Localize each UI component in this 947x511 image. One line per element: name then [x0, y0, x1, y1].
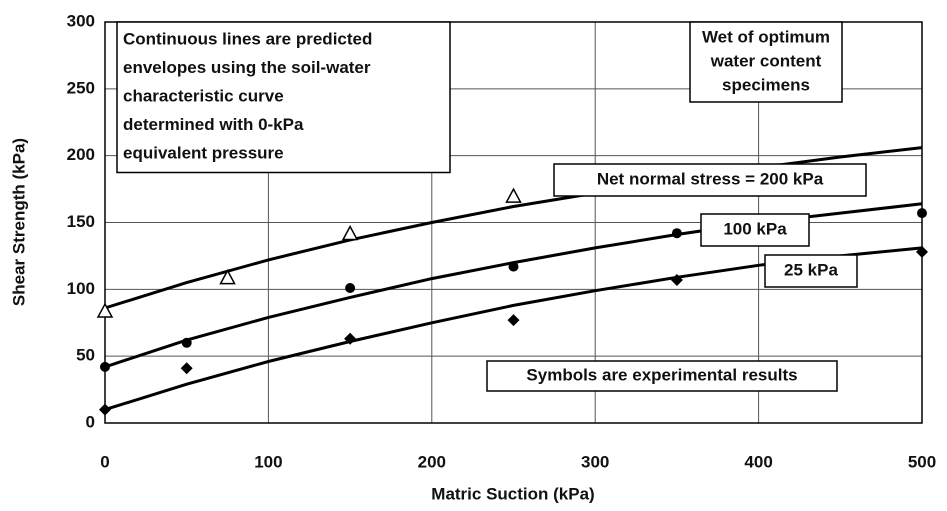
- x-tick-label: 200: [418, 452, 446, 471]
- point-diamond: [99, 403, 111, 416]
- annotation: water content: [710, 51, 822, 70]
- point-circle: [671, 228, 682, 239]
- point-diamond: [344, 332, 357, 345]
- y-tick-label: 150: [67, 212, 95, 231]
- line-label: Net normal stress = 200 kPa: [597, 169, 824, 188]
- point-circle: [508, 261, 519, 272]
- point-triangle: [219, 269, 236, 285]
- point-circle: [100, 361, 110, 372]
- line-label-box: [700, 213, 810, 247]
- y-tick-label: 200: [67, 145, 95, 164]
- x-tick-label: 400: [744, 452, 772, 471]
- point-diamond: [916, 245, 928, 258]
- y-tick-label: 50: [76, 346, 95, 365]
- y-tick-label: 300: [67, 11, 95, 30]
- y-tick-label: 100: [67, 279, 95, 298]
- annotation-box: [689, 21, 843, 103]
- point-circle: [345, 282, 356, 293]
- y-tick-label: 0: [86, 412, 95, 431]
- annotation: Symbols are experimental results: [526, 365, 797, 384]
- point-triangle: [96, 302, 114, 318]
- x-tick-label: 100: [254, 452, 282, 471]
- annotation: Continuous lines are predicted: [123, 30, 372, 49]
- annotation: specimens: [722, 75, 810, 94]
- annotation: determined with 0-kPa: [123, 115, 304, 134]
- annotation-box: [116, 21, 451, 174]
- point-diamond: [180, 362, 193, 375]
- point-diamond: [670, 273, 683, 286]
- point-triangle: [341, 224, 359, 241]
- x-tick-label: 300: [581, 452, 609, 471]
- x-tick-label: 0: [100, 452, 109, 471]
- line-label-box: [553, 163, 867, 197]
- y-tick-label: 250: [67, 78, 95, 97]
- point-circle: [181, 337, 192, 348]
- line-label: 100 kPa: [723, 219, 787, 238]
- line-label: 25 kPa: [784, 260, 838, 279]
- annotation-box: [486, 360, 838, 392]
- y-axis-label: Shear Strength (kPa): [9, 138, 28, 306]
- annotation: envelopes using the soil-water: [123, 58, 371, 77]
- plot-border: [104, 21, 923, 424]
- annotation: equivalent pressure: [123, 144, 284, 163]
- point-triangle: [505, 187, 522, 203]
- annotation: characteristic curve: [123, 87, 284, 106]
- x-tick-label: 500: [908, 452, 936, 471]
- line-label-box: [764, 254, 858, 288]
- x-axis-label: Matric Suction (kPa): [431, 484, 594, 503]
- point-diamond: [507, 314, 520, 327]
- point-circle: [917, 208, 927, 219]
- annotation: Wet of optimum: [702, 27, 830, 46]
